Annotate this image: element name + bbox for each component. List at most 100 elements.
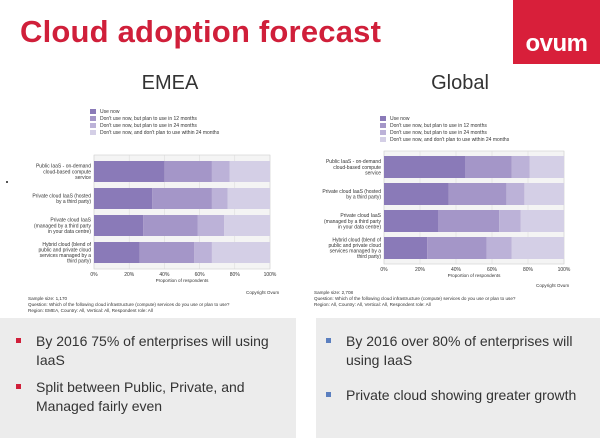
bar-segment (194, 242, 212, 263)
bullet-text: Split between Public, Private, and Manag… (36, 379, 245, 414)
bar-segment (224, 215, 270, 236)
emea-legend: Use now Don't use now, but plan to use i… (90, 108, 219, 136)
x-tick-label: 80% (523, 267, 534, 273)
category-label: Private cloud IaaS (hosted by a third par… (32, 194, 91, 206)
global-bullet-list: By 2016 over 80% of enterprises will usi… (326, 332, 596, 421)
bar-segment (229, 161, 270, 182)
ovum-logo: ovum (513, 0, 600, 64)
bar-segment (438, 210, 500, 232)
x-tick-label: 100% (264, 272, 277, 278)
legend-swatch (90, 130, 96, 135)
legend-item: Don't use now, but plan to use in 24 mon… (380, 129, 509, 136)
bar-segment (384, 183, 449, 205)
legend-label: Use now (390, 115, 410, 122)
bullet-text: By 2016 75% of enterprises will using Ia… (36, 333, 269, 368)
legend-item: Don't use now, and don't plan to use wit… (380, 136, 509, 143)
legend-swatch (90, 123, 96, 128)
copyright: Copyright Ovum (246, 290, 280, 295)
emea-bullet-list: By 2016 75% of enterprises will using Ia… (16, 332, 292, 424)
legend-item: Don't use now, but plan to use in 24 mon… (90, 122, 219, 129)
bar-segment (384, 210, 438, 232)
legend-label: Don't use now, and don't plan to use wit… (100, 129, 220, 136)
bar-segment (448, 183, 507, 205)
legend-label: Don't use now, and don't plan to use wit… (390, 136, 510, 143)
bar-segment (465, 156, 512, 178)
x-tick-label: 60% (195, 272, 206, 278)
emea-stacked-bar-chart: 0% 20% 40% 60% 80% 100% Proportion of responde… (32, 154, 277, 283)
bullet-marker (16, 338, 21, 343)
bar-segment (211, 188, 228, 209)
x-tick-label: 60% (487, 267, 498, 273)
bar-segment (94, 188, 153, 209)
copyright: Copyright Ovum (536, 283, 570, 288)
legend-item: Don't use now, but plan to use in 12 mon… (380, 122, 509, 129)
emea-chart-panel: Use now Don't use now, but plan to use i… (28, 107, 290, 315)
chart-notes: Sample size: 1,170 Question: Which of th… (28, 296, 229, 314)
legend-label: Don't use now, but plan to use in 24 mon… (100, 122, 197, 129)
category-label: Private cloud IaaS (managed by a third pa… (34, 218, 92, 235)
x-tick-label: 0% (380, 267, 388, 273)
bar-segment (520, 210, 564, 232)
global-stacked-bar-chart: 0% 20% 40% 60% 80% 100% Proportion of responde… (322, 150, 571, 278)
x-tick-label: 40% (451, 267, 462, 273)
logo-text: ovum (525, 30, 588, 57)
bar-segment (94, 242, 140, 263)
bar-segment (511, 237, 564, 259)
category-label: Public IaaS - on-demand cloud-based compu… (326, 159, 381, 176)
legend-label: Don't use now, but plan to use in 24 mon… (390, 129, 487, 136)
sample-size-note: Sample size: 1,170 (28, 296, 68, 301)
x-tick-label: 20% (415, 267, 426, 273)
legend-item: Use now (90, 108, 219, 115)
category-label: Public IaaS - on-demand cloud-based compu… (36, 164, 91, 181)
bar-segment (384, 237, 428, 259)
legend-swatch (380, 123, 386, 128)
bar-segment (524, 183, 564, 205)
category-label: Hybrid cloud (blend of public and private… (328, 237, 381, 260)
bullet-text: Private cloud showing greater growth (346, 387, 577, 403)
x-axis-label: Proportion of respondents (156, 278, 210, 283)
stray-dot (6, 181, 8, 183)
legend-item: Don't use now, and don't plan to use wit… (90, 129, 219, 136)
legend-item: Use now (380, 115, 509, 122)
legend-swatch (380, 116, 386, 121)
emea-summary-box: By 2016 75% of enterprises will using Ia… (0, 318, 296, 438)
bar-segment (143, 215, 198, 236)
bar-segment (529, 156, 564, 178)
global-chart-panel: Use now Don't use now, but plan to use i… (308, 107, 580, 315)
x-tick-label: 80% (230, 272, 241, 278)
bullet-item: By 2016 75% of enterprises will using Ia… (16, 332, 292, 370)
bar-segment (211, 242, 270, 263)
bar-segment (94, 161, 165, 182)
x-tick-label: 40% (159, 272, 170, 278)
global-chart-title: Global (431, 72, 489, 94)
bullet-item: By 2016 over 80% of enterprises will usi… (326, 332, 596, 370)
bar-segment (227, 188, 270, 209)
region-note: Region: EMEA, Country: All, Vertical: Al… (28, 308, 153, 313)
bullet-marker (16, 384, 21, 389)
bar-segment (139, 242, 195, 263)
bar-segment (499, 210, 521, 232)
bullet-marker (326, 392, 331, 397)
bullet-item: Split between Public, Private, and Manag… (16, 378, 292, 416)
global-legend: Use now Don't use now, but plan to use i… (380, 115, 509, 143)
bar-segment (152, 188, 212, 209)
bar-segment (506, 183, 525, 205)
question-note: Question: Which of the following cloud i… (314, 296, 516, 301)
category-label: Private cloud IaaS (managed by a third pa… (324, 213, 382, 230)
global-summary-box: By 2016 over 80% of enterprises will usi… (316, 318, 600, 438)
question-note: Question: Which of the following cloud i… (28, 302, 230, 307)
slide-title: Cloud adoption forecast (20, 14, 382, 49)
bullet-item: Private cloud showing greater growth (326, 386, 596, 405)
bar-segment (511, 156, 530, 178)
legend-label: Use now (100, 108, 120, 115)
sample-size-note: Sample size: 2,708 (314, 290, 354, 295)
x-axis-label: Proportion of respondents (448, 273, 502, 278)
legend-swatch (90, 116, 96, 121)
category-label: Hybrid cloud (blend of public and private… (38, 242, 91, 265)
legend-item: Don't use now, but plan to use in 12 mon… (90, 115, 219, 122)
bullet-marker (326, 338, 331, 343)
x-tick-label: 0% (90, 272, 98, 278)
x-tick-label: 100% (558, 267, 571, 273)
x-tick-label: 20% (124, 272, 135, 278)
